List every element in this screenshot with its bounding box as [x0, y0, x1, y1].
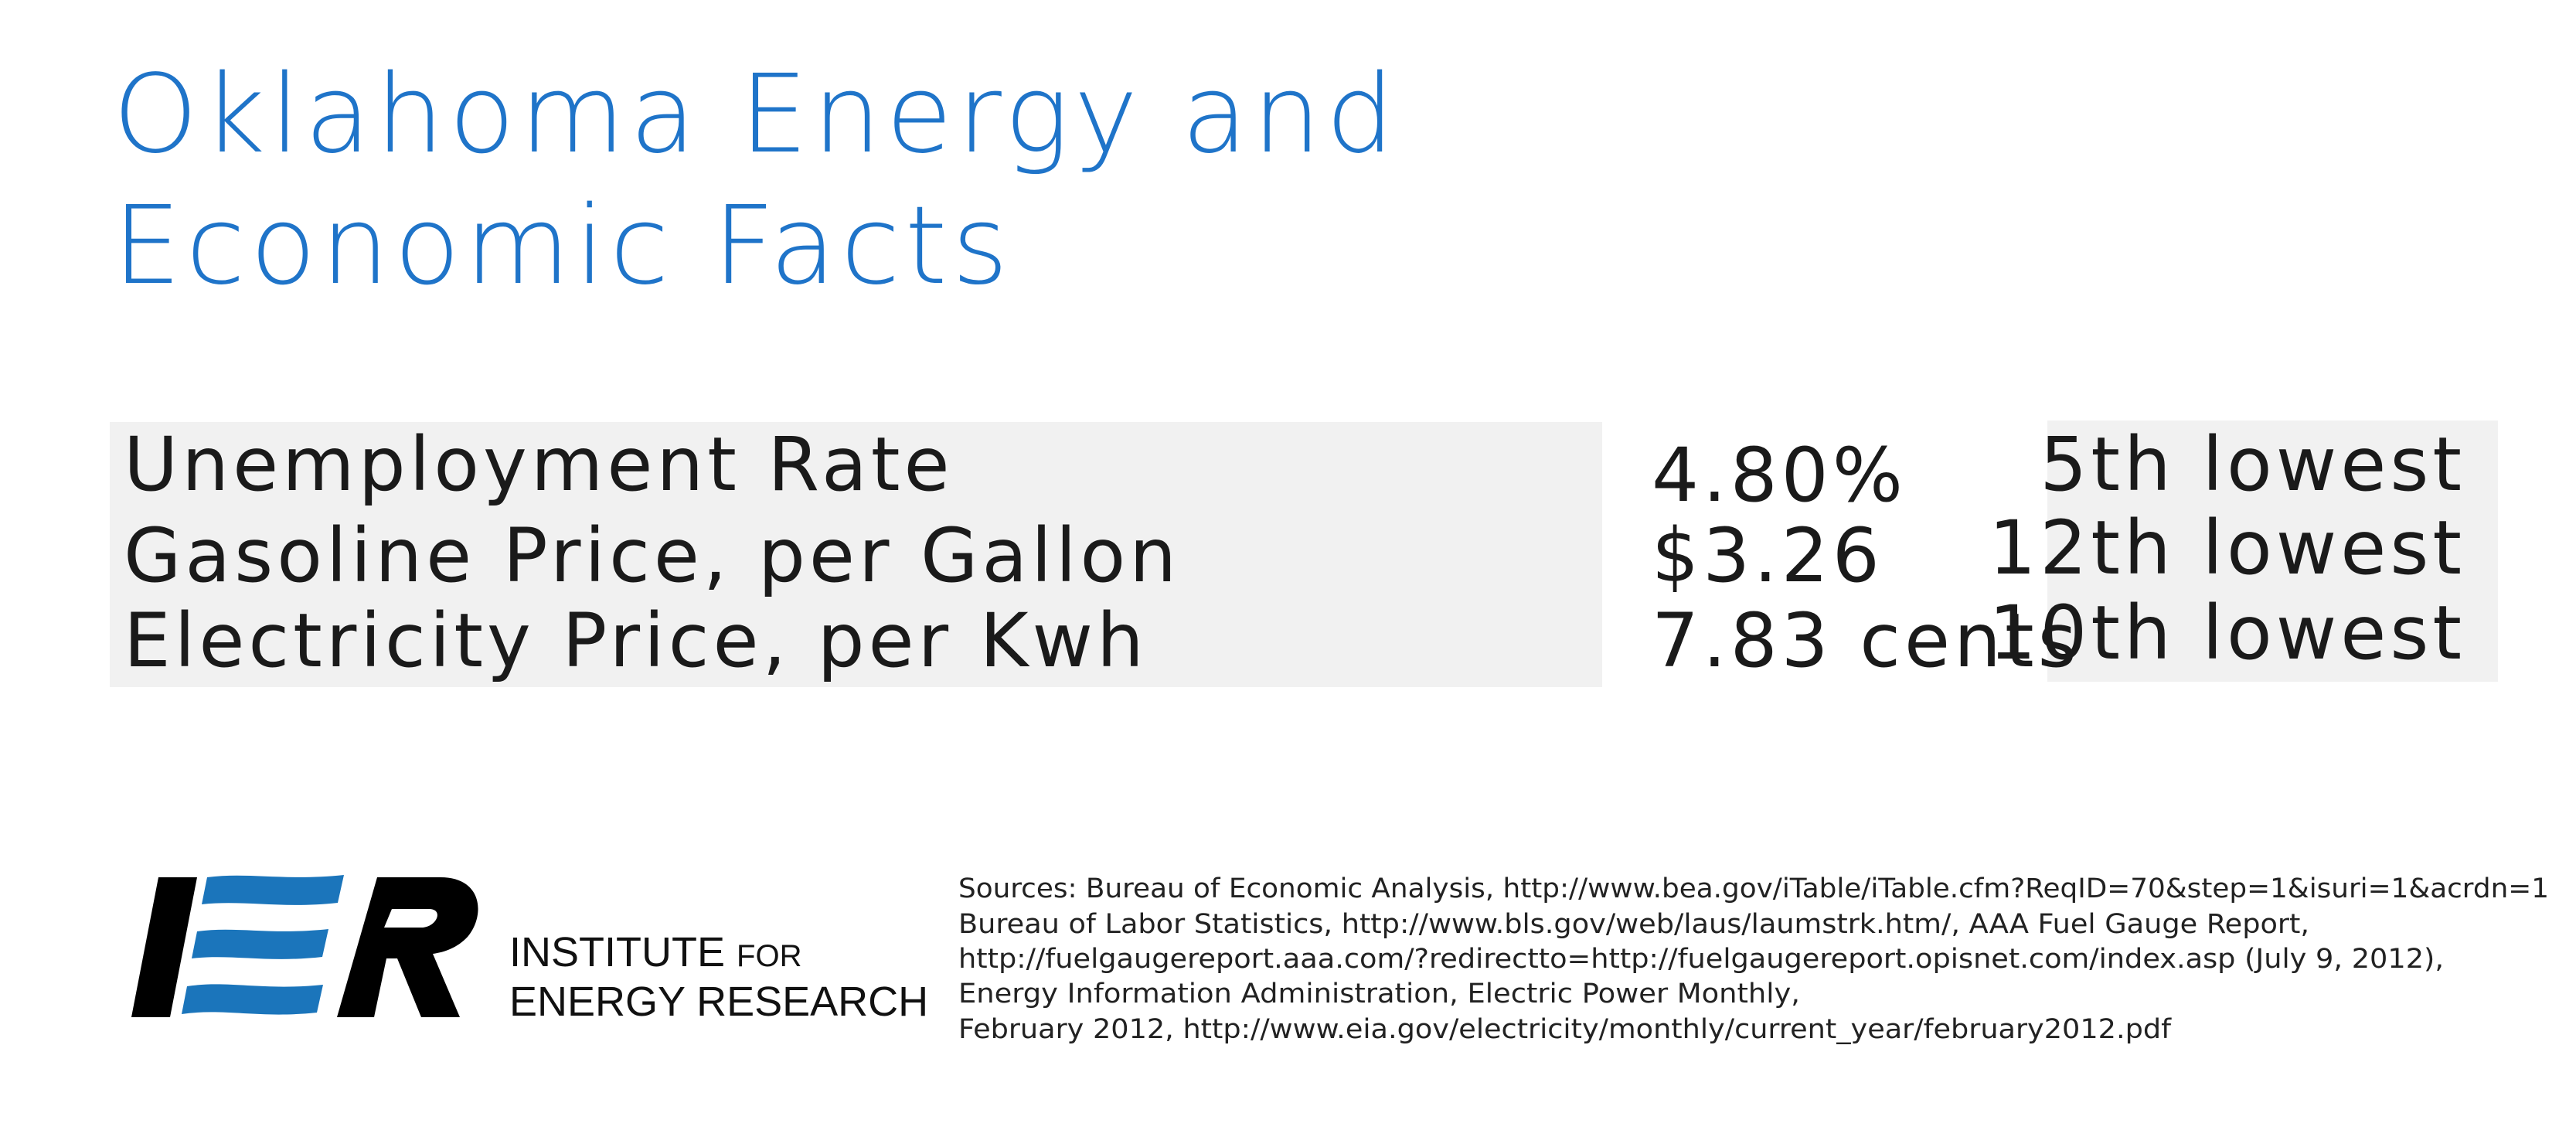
fact-rank: 5th lowest [2040, 421, 2465, 508]
logo-i [131, 877, 197, 1017]
logo-word: INSTITUTE [509, 929, 725, 975]
source-line: February 2012, http://www.eia.gov/electr… [958, 1014, 2172, 1045]
label-panel [110, 422, 1602, 687]
title-line: Economic Facts [113, 183, 1013, 309]
fact-rank: 10th lowest [1989, 590, 2465, 676]
fact-value: $3.26 [1652, 512, 1884, 599]
source-line: Sources: Bureau of Economic Analysis, ht… [958, 873, 2549, 904]
fact-rank: 12th lowest [1989, 505, 2465, 591]
fact-label: Gasoline Price, per Gallon [124, 512, 1180, 599]
logo: INSTITUTE FOR ENERGY RESEARCH [131, 875, 928, 1025]
source-line: Bureau of Labor Statistics, http://www.b… [958, 909, 2309, 940]
sources: Sources: Bureau of Economic Analysis, ht… [958, 873, 2549, 1045]
logo-r [337, 877, 478, 1017]
source-line: Energy Information Administration, Elect… [958, 979, 1800, 1009]
fact-label: Electricity Price, per Kwh [124, 597, 1148, 684]
logo-e-bar [182, 984, 323, 1015]
logo-line: ENERGY RESEARCH [509, 979, 928, 1025]
logo-e-bar [202, 875, 344, 905]
fact-table: Unemployment Rate 4.80% 5th lowest Gasoline… [124, 421, 2465, 684]
fact-value: 7.83 cents [1652, 597, 2081, 684]
rank-panel [2047, 420, 2498, 682]
title-line: Oklahoma Energy and [113, 52, 1399, 178]
logo-e-bar [192, 929, 328, 959]
source-line: http://fuelgaugereport.aaa.com/?redirect… [958, 944, 2444, 975]
logo-line: INSTITUTE FOR [509, 929, 801, 975]
fact-value: 4.80% [1652, 432, 1907, 519]
fact-label: Unemployment Rate [124, 421, 954, 508]
logo-word: FOR [737, 939, 801, 973]
